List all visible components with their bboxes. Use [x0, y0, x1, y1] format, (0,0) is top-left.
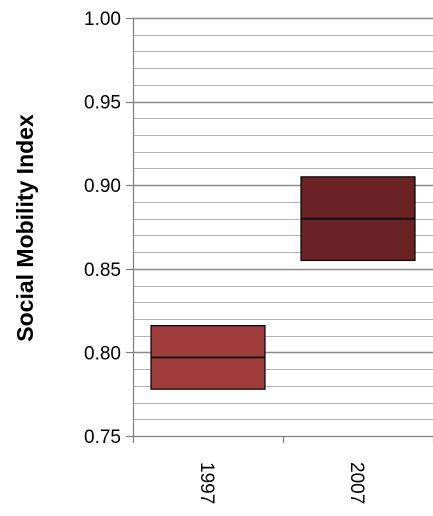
x-tick-label: 1997	[196, 462, 217, 504]
x-tick-label: 2007	[346, 462, 367, 504]
y-tick-label: 0.80	[84, 343, 121, 364]
y-tick-label: 0.85	[84, 260, 121, 281]
y-tick-labels: 0.75 0.80 0.85 0.90 0.95 1.00	[84, 9, 121, 448]
boxes	[150, 176, 416, 390]
y-tick-label: 0.75	[84, 427, 121, 448]
y-tick-label: 0.95	[84, 93, 121, 114]
axes	[126, 17, 433, 443]
y-tick-label: 0.90	[84, 176, 121, 197]
y-tick-label: 1.00	[84, 9, 121, 30]
y-axis-label: Social Mobility Index	[12, 114, 38, 342]
x-tick-labels: 1997 2007	[196, 462, 367, 504]
